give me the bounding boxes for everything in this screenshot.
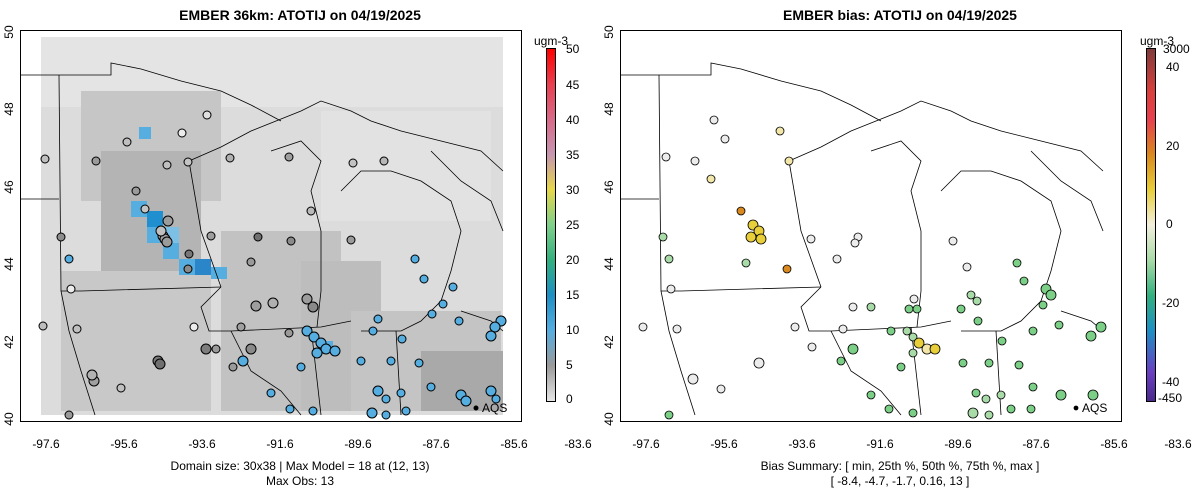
cb-tick-5: 5 [566,358,573,372]
bias-panel: EMBER bias: ATOTIJ on 04/19/2025 50 48 4… [600,0,1200,502]
y-tick-50: 50 [2,25,16,39]
x-tick-87-6: -87.6 [422,437,450,451]
bias-footer-values: [ -8.4, -4.7, -1.7, 0.16, 13 ] [830,474,970,488]
model-colorbar-unit: ugm-3 [534,34,569,48]
model-footer-domain: Domain size: 30x38 | Max Model = 18 at (… [170,459,430,473]
y-tick-48: 48 [2,102,16,116]
x-tick-91-6: -91.6 [866,437,894,451]
x-tick-85-6: -85.6 [1100,437,1128,451]
bias-colorbar [1146,48,1156,402]
y-tick-42: 42 [2,335,16,349]
x-tick-91-6: -91.6 [266,437,294,451]
x-tick-85-6: -85.6 [500,437,528,451]
y-tick-46: 46 [602,180,616,194]
x-tick-83-6: -83.6 [1164,437,1192,451]
bias-cb-tick-40: 40 [1166,60,1180,74]
model-panel: EMBER 36km: ATOTIJ on 04/19/2025 50 48 4… [2,7,592,488]
y-tick-44: 44 [2,257,16,271]
x-tick-95-6: -95.6 [110,437,138,451]
y-tick-42: 42 [602,335,616,349]
bias-cb-tick-20: 20 [1166,139,1180,153]
cb-tick-35: 35 [566,148,580,162]
cb-tick-25: 25 [566,218,580,232]
aqs-legend-label: AQS [482,401,508,415]
cb-tick-0: 0 [566,392,573,406]
bias-cb-tick-m40: -40 [1162,375,1180,389]
y-tick-44: 44 [602,257,616,271]
bias-footer-summary: Bias Summary: [ min, 25th %, 50th %, 75t… [760,459,1040,473]
cb-tick-40: 40 [566,113,580,127]
aqs-legend-label: AQS [1082,401,1108,415]
bias-colorbar-unit: ugm-3 [1140,34,1175,48]
y-tick-46: 46 [2,180,16,194]
x-tick-83-6: -83.6 [564,437,592,451]
cb-tick-20: 20 [566,253,580,267]
model-title: EMBER 36km: ATOTIJ on 04/19/2025 [179,7,421,23]
y-tick-40: 40 [2,412,16,426]
model-colorbar [546,48,556,402]
bias-cb-tick-0: 0 [1166,217,1173,231]
bias-cb-tick-m450: -450 [1158,391,1183,405]
x-tick-93-6: -93.6 [788,437,816,451]
model-map-svg [21,37,507,420]
bias-cb-tick-3000: 3000 [1163,42,1190,56]
y-tick-40: 40 [602,412,616,426]
x-tick-89-6: -89.6 [344,437,372,451]
cb-tick-10: 10 [566,323,580,337]
cb-tick-50: 50 [566,42,580,56]
cb-tick-45: 45 [566,78,580,92]
x-tick-97-6: -97.6 [32,437,60,451]
x-tick-95-6: -95.6 [710,437,738,451]
bias-map [620,30,1122,422]
cb-tick-15: 15 [566,288,580,302]
x-tick-93-6: -93.6 [188,437,216,451]
x-tick-97-6: -97.6 [632,437,660,451]
bias-title: EMBER bias: ATOTIJ on 04/19/2025 [783,7,1017,23]
y-tick-50: 50 [602,25,616,39]
y-tick-48: 48 [602,102,616,116]
bias-map-svg [621,62,1107,420]
model-map [20,30,522,422]
x-tick-89-6: -89.6 [944,437,972,451]
bias-cb-tick-m20: -20 [1162,296,1180,310]
x-tick-87-6: -87.6 [1022,437,1050,451]
model-footer-maxobs: Max Obs: 13 [265,474,335,488]
cb-tick-30: 30 [566,183,580,197]
